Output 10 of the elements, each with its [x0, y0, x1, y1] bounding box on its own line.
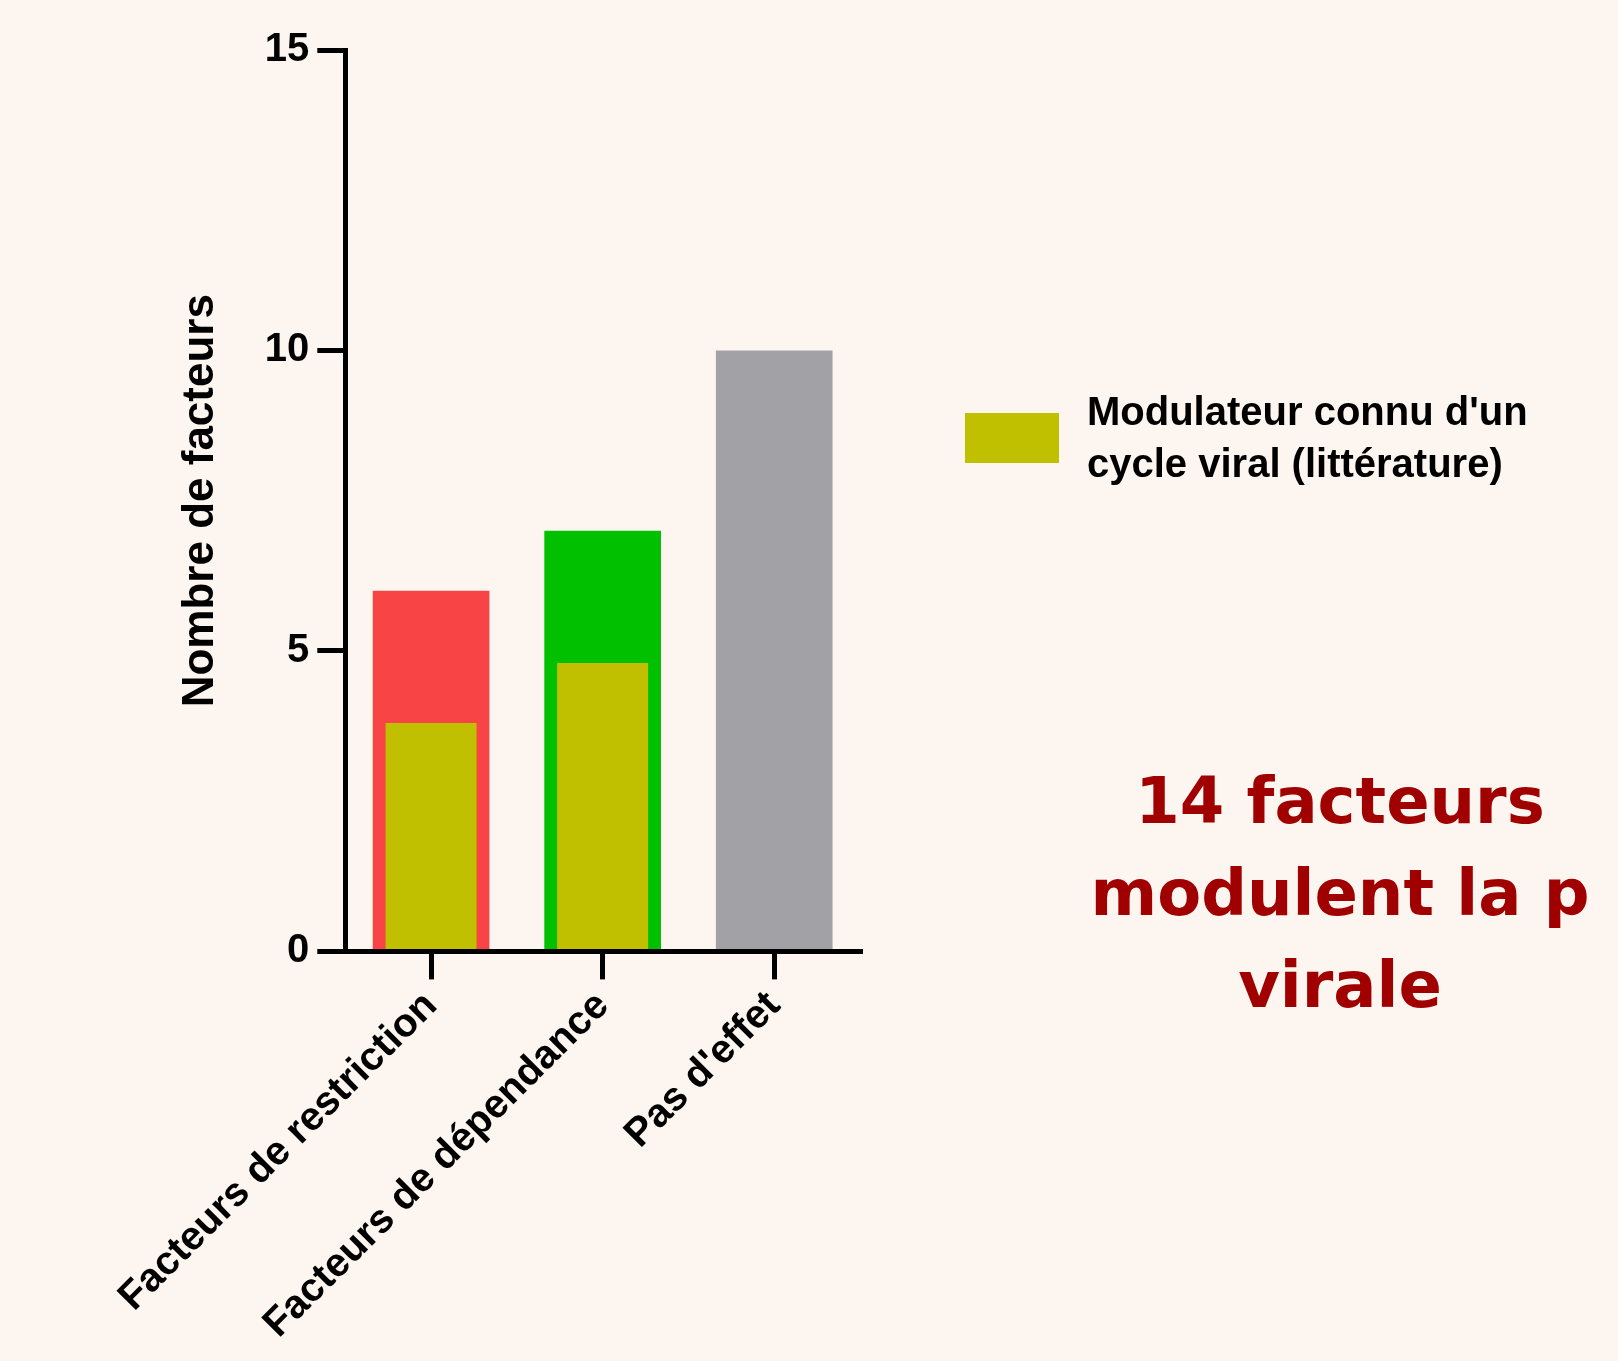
y-tick-label: 5: [287, 625, 310, 670]
y-tick-label: 0: [287, 926, 310, 971]
y-tick-label: 15: [264, 25, 310, 70]
bar: [715, 350, 833, 949]
y-tick-label: 10: [264, 325, 310, 370]
bar: [385, 723, 477, 949]
bar: [557, 662, 649, 949]
legend-label: Modulateur connu d'un cycle viral (littérature): [1087, 388, 1529, 487]
y-axis-title: Nombre de facteurs: [172, 294, 222, 708]
text: 14 facteurs modulent la p virale: [1089, 763, 1591, 1024]
